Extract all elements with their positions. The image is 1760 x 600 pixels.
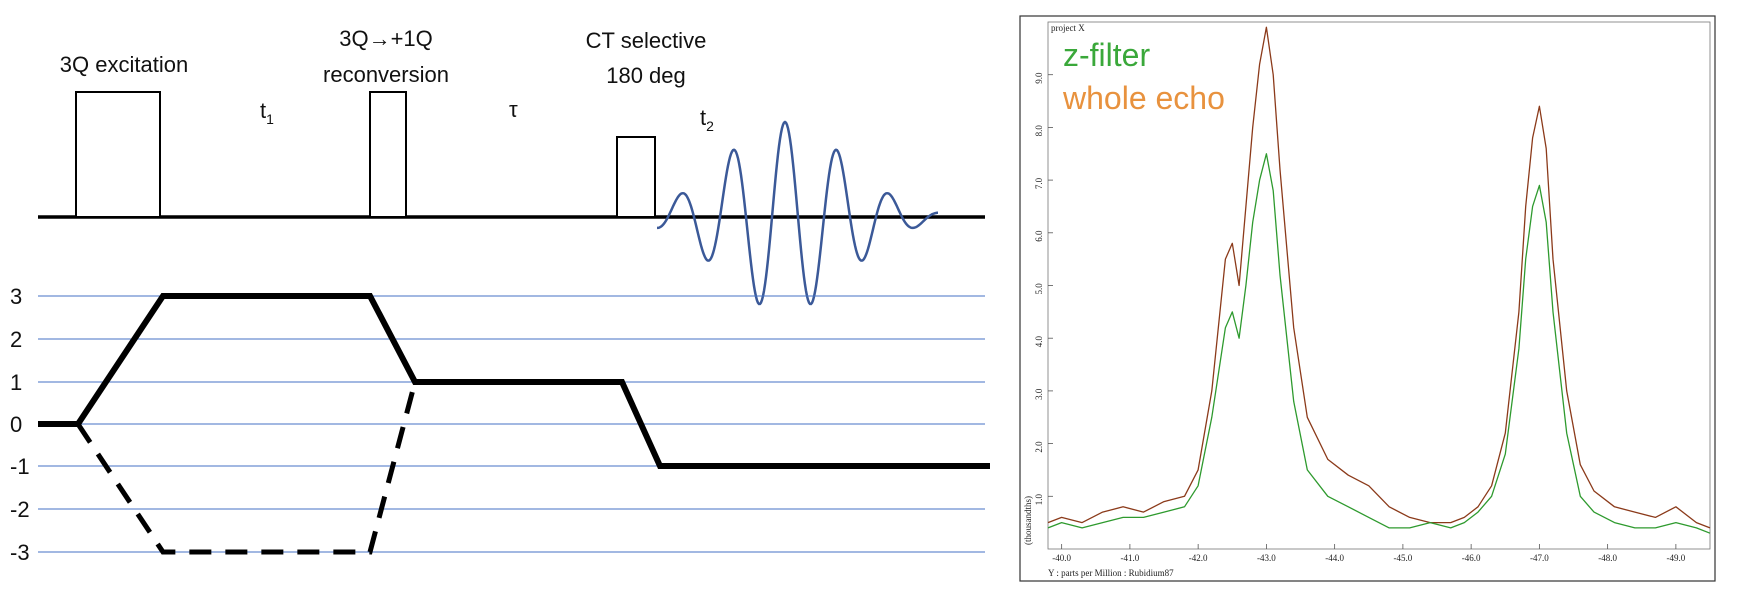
x-tick-label: -48.0 xyxy=(1598,553,1617,563)
ct-selective-label-line1: CT selective xyxy=(586,28,707,53)
x-tick-label: -40.0 xyxy=(1052,553,1071,563)
series-line-z-filter xyxy=(1047,153,1711,534)
y-tick-label: 6.0 xyxy=(1034,230,1044,242)
t1-label: t1 xyxy=(260,98,274,127)
coherence-pathway-dashed xyxy=(75,381,418,555)
x-tick-label: -44.0 xyxy=(1325,553,1344,563)
project-label: project X xyxy=(1051,23,1085,33)
x-axis-ticks: -40.0 -41.0 -42.0 -43.0 -44.0 -45.0 -46.0 -47.0… xyxy=(1052,544,1686,563)
reconversion-label-line1: 3Q→+1Q xyxy=(339,26,433,51)
y-tick-label: 3.0 xyxy=(1034,388,1044,400)
coherence-level-label: 0 xyxy=(10,412,22,437)
spectrum-series xyxy=(1047,26,1711,534)
coherence-level-label: -3 xyxy=(10,540,30,565)
excitation-label: 3Q excitation xyxy=(60,52,188,77)
coherence-level-label: -2 xyxy=(10,497,30,522)
y-axis-label: (thousandths) xyxy=(1023,496,1033,545)
series-line-whole-echo xyxy=(1047,26,1711,529)
reconversion-pulse xyxy=(369,91,407,218)
coherence-pathway-solid xyxy=(38,293,990,469)
coherence-pathway-diagram: 3 2 1 0 -1 -2 -3 xyxy=(10,284,990,565)
coherence-level-label: 3 xyxy=(10,284,22,309)
legend-whole-echo: whole echo xyxy=(1062,80,1225,116)
t2-label: t2 xyxy=(700,105,714,134)
x-tick-label: -46.0 xyxy=(1462,553,1481,563)
y-tick-label: 4.0 xyxy=(1034,335,1044,347)
reconversion-label-line2: reconversion xyxy=(323,62,449,87)
excitation-pulse xyxy=(75,91,161,218)
y-tick-label: 9.0 xyxy=(1034,72,1044,84)
legend-z-filter: z-filter xyxy=(1063,37,1150,73)
x-tick-label: -47.0 xyxy=(1530,553,1549,563)
coherence-level-label: 2 xyxy=(10,327,22,352)
x-tick-label: -43.0 xyxy=(1257,553,1276,563)
tau-label: τ xyxy=(509,97,518,122)
y-tick-label: 7.0 xyxy=(1034,177,1044,189)
y-tick-label: 1.0 xyxy=(1034,494,1044,506)
coherence-level-labels: 3 2 1 0 -1 -2 -3 xyxy=(10,284,30,565)
x-tick-label: -45.0 xyxy=(1394,553,1413,563)
y-axis-ticks: 1.0 2.0 3.0 4.0 5.0 6.0 7.0 8.0 9.0 xyxy=(1034,72,1053,505)
pulse-sequence-diagram: 3Q excitation 3Q→+1Q reconversion CT sel… xyxy=(38,26,985,306)
spectrum-panel: project X 1.0 2.0 3.0 4.0 5.0 6.0 7.0 8.0 9.0 -4… xyxy=(1019,15,1716,582)
echo-signal xyxy=(657,120,938,306)
y-tick-label: 8.0 xyxy=(1034,125,1044,137)
coherence-level-label: -1 xyxy=(10,454,30,479)
ct-selective-label-line2: 180 deg xyxy=(606,63,686,88)
coherence-level-label: 1 xyxy=(10,370,22,395)
y-tick-label: 2.0 xyxy=(1034,441,1044,453)
ct-selective-pulse xyxy=(616,136,656,218)
x-tick-label: -42.0 xyxy=(1189,553,1208,563)
y-tick-label: 5.0 xyxy=(1034,283,1044,295)
coherence-level-lines xyxy=(38,295,985,553)
x-tick-label: -41.0 xyxy=(1121,553,1140,563)
x-axis-label: Y : parts per Million : Rubidium87 xyxy=(1048,568,1174,578)
x-tick-label: -49.0 xyxy=(1667,553,1686,563)
spectrum-frame xyxy=(1019,15,1716,582)
